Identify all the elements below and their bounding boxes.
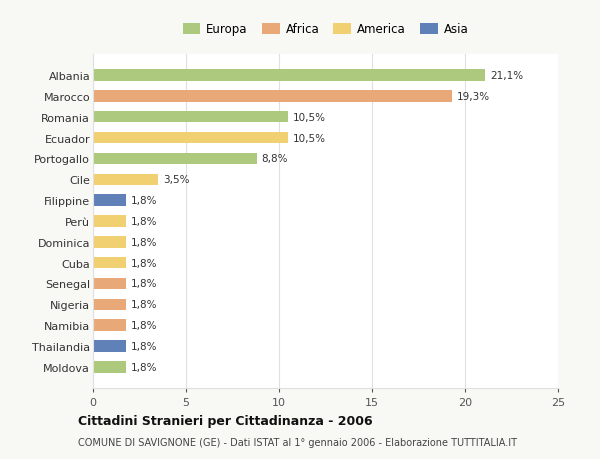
Text: Cittadini Stranieri per Cittadinanza - 2006: Cittadini Stranieri per Cittadinanza - 2… [78, 414, 373, 428]
Text: 21,1%: 21,1% [490, 71, 523, 81]
Text: 1,8%: 1,8% [131, 341, 158, 351]
Bar [93, 133, 289, 144]
Text: 10,5%: 10,5% [293, 112, 326, 123]
Text: 3,5%: 3,5% [163, 175, 189, 185]
Bar [93, 216, 127, 227]
Text: 1,8%: 1,8% [131, 237, 158, 247]
Text: 19,3%: 19,3% [457, 92, 490, 102]
Text: 1,8%: 1,8% [131, 300, 158, 310]
Bar [93, 174, 158, 185]
Bar [93, 278, 127, 290]
Text: 1,8%: 1,8% [131, 217, 158, 226]
Text: 1,8%: 1,8% [131, 320, 158, 330]
Bar [93, 153, 257, 165]
Text: 1,8%: 1,8% [131, 196, 158, 206]
Bar [93, 236, 127, 248]
Bar [93, 361, 127, 373]
Text: 8,8%: 8,8% [262, 154, 288, 164]
Bar [93, 112, 289, 123]
Bar [93, 257, 127, 269]
Text: 1,8%: 1,8% [131, 279, 158, 289]
Bar [93, 299, 127, 310]
Text: 1,8%: 1,8% [131, 362, 158, 372]
Text: COMUNE DI SAVIGNONE (GE) - Dati ISTAT al 1° gennaio 2006 - Elaborazione TUTTITAL: COMUNE DI SAVIGNONE (GE) - Dati ISTAT al… [78, 437, 517, 447]
Bar [93, 320, 127, 331]
Bar [93, 91, 452, 102]
Bar [93, 341, 127, 352]
Legend: Europa, Africa, America, Asia: Europa, Africa, America, Asia [180, 21, 471, 39]
Bar [93, 70, 485, 82]
Bar [93, 195, 127, 207]
Text: 1,8%: 1,8% [131, 258, 158, 268]
Text: 10,5%: 10,5% [293, 133, 326, 143]
